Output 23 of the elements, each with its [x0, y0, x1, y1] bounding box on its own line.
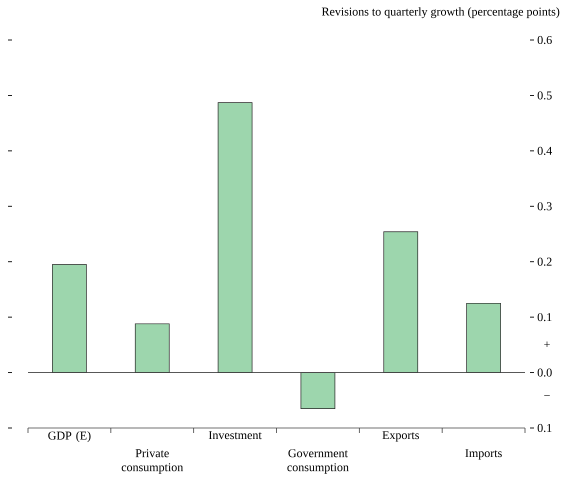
text: − [544, 395, 550, 396]
chart-title: Revisions to quarterly growth (percentage points) [322, 7, 560, 18]
y-tick-label: 0.5 [538, 91, 552, 100]
y-tick-label: 0.1 [538, 313, 552, 322]
bar [300, 372, 336, 409]
y-tick-label: 0.2 [538, 258, 552, 266]
x-tick-label: Imports [465, 449, 502, 460]
bar [383, 231, 418, 373]
x-tick-label: Private consumption [122, 449, 184, 474]
y-tick-label: 0.6 [538, 36, 552, 44]
y-tick-label: 0.0 [538, 368, 552, 377]
bar [218, 102, 252, 373]
y-tick-label: 0.1 [538, 424, 552, 432]
x-tick-label: Investment [208, 431, 262, 440]
x-tick-label: Exports [382, 431, 419, 442]
text: + [544, 341, 550, 348]
x-tick-label: Government consumption [287, 449, 349, 474]
bar [134, 323, 170, 373]
y-tick-label: 0.4 [538, 146, 552, 155]
bar [466, 302, 501, 373]
bar [52, 264, 87, 373]
y-tick-label: 0.3 [538, 202, 552, 210]
x-tick-label: GDP (E) [48, 431, 91, 442]
